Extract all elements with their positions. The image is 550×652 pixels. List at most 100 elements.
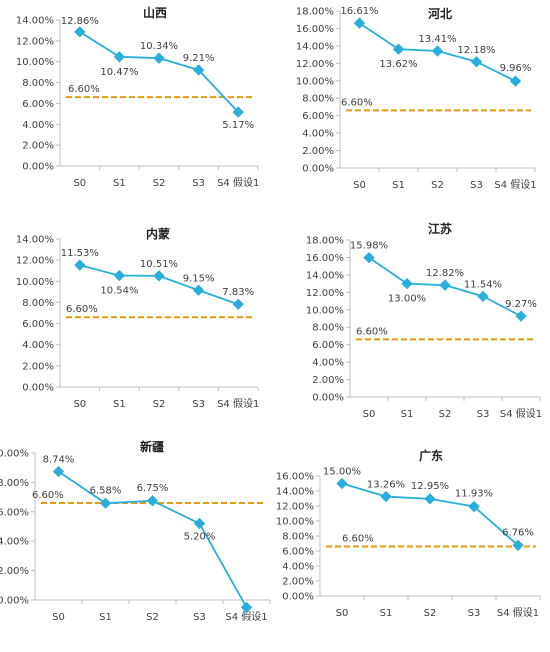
x-tick-label: S0 (363, 409, 376, 420)
data-label: 7.83% (222, 287, 254, 298)
y-tick-label: 8.00% (22, 298, 54, 309)
y-tick-label: 2.00% (0, 566, 29, 577)
chart-panel: 0.00% 2.00% 4.00% 6.00% 8.00% 10.00% 12.00% 14.… (16, 5, 259, 189)
data-label: 8.74% (43, 455, 75, 466)
y-tick-label: 8.00% (22, 78, 54, 89)
y-tick-label: 4.00% (22, 340, 54, 351)
chart-title: 新疆 (140, 439, 164, 454)
x-tick-label: S4 假设1 (494, 178, 536, 191)
x-tick-label: S3 (470, 180, 483, 191)
x-tick-label: S4 假设1 (217, 176, 259, 189)
x-tick-label: S1 (113, 399, 126, 410)
data-label: 5.17% (222, 120, 254, 131)
y-tick-label: 4.00% (312, 358, 344, 369)
y-tick-label: 14.00% (16, 235, 54, 246)
chart-title: 广东 (419, 448, 443, 463)
x-tick-label: S1 (113, 178, 126, 189)
data-point (392, 43, 405, 55)
data-point (439, 279, 451, 291)
x-tick-label: S2 (424, 608, 437, 619)
y-tick-label: 0.00% (22, 162, 54, 173)
chart-title: 山西 (143, 5, 167, 20)
chart-panel: 0.00% 2.00% 4.00% 6.00% 8.00% 10.00% 12.00% 14.… (276, 448, 541, 619)
data-point (113, 269, 126, 282)
y-tick-label: 16.00% (276, 472, 314, 483)
data-point (509, 75, 522, 87)
data-point (363, 251, 375, 264)
data-point (380, 490, 392, 503)
x-tick-label: S1 (380, 608, 393, 619)
y-tick-label: 8.00% (312, 323, 344, 334)
y-tick-label: 4.00% (282, 562, 314, 573)
y-tick-label: 6.00% (312, 340, 344, 351)
y-tick-label: 2.00% (22, 141, 54, 152)
y-tick-label: 6.00% (22, 319, 54, 330)
y-tick-label: 16.00% (296, 24, 334, 35)
reference-line-label: 6.60% (341, 97, 373, 108)
x-tick-label: S3 (468, 608, 481, 619)
reference-line-label: 6.60% (356, 326, 388, 337)
y-tick-label: 6.00% (282, 547, 314, 558)
chart-panel: 0.00% 2.00% 4.00% 6.00% 8.00% 10.00% 12.00% 14.… (296, 6, 537, 191)
y-tick-label: 10.00% (276, 517, 314, 528)
x-tick-label: S4 假设1 (225, 610, 267, 623)
x-tick-label: S2 (146, 612, 159, 623)
data-label: 11.53% (61, 248, 99, 259)
x-tick-label: S2 (153, 399, 166, 410)
data-point (401, 277, 413, 290)
data-point (477, 290, 489, 303)
data-label: 13.00% (388, 294, 426, 305)
reference-line-label: 6.60% (32, 490, 64, 501)
y-tick-label: 12.00% (16, 256, 54, 267)
y-tick-label: 12.00% (296, 59, 334, 70)
data-label: 9.15% (183, 273, 215, 284)
data-point (99, 497, 112, 509)
reference-line-label: 6.60% (342, 534, 374, 545)
data-point (468, 500, 480, 513)
y-tick-label: 2.00% (312, 375, 344, 386)
x-tick-label: S3 (192, 399, 205, 410)
data-label: 13.62% (379, 59, 417, 70)
y-tick-label: 6.00% (302, 111, 334, 122)
data-point (232, 298, 244, 310)
y-tick-label: 4.00% (0, 537, 29, 548)
reference-line-label: 6.60% (66, 304, 98, 315)
data-point (512, 539, 524, 551)
chart-title: 内蒙 (146, 226, 170, 241)
y-tick-label: 2.00% (282, 577, 314, 588)
x-tick-label: S4 假设1 (497, 606, 539, 619)
data-label: 12.95% (411, 481, 449, 492)
y-tick-label: 14.00% (296, 41, 334, 52)
y-tick-label: 0.00% (312, 393, 344, 404)
data-label: 10.47% (100, 67, 138, 78)
chart-panel: 0.00% 2.00% 4.00% 6.00% 8.00% 10.00% 12.00% 14.… (16, 226, 259, 410)
y-tick-label: 2.00% (22, 361, 54, 372)
data-label: 6.75% (137, 483, 169, 494)
x-tick-label: S0 (73, 178, 86, 189)
x-tick-label: S2 (153, 178, 166, 189)
chart-title: 江苏 (428, 221, 452, 236)
y-tick-label: 16.00% (306, 253, 344, 264)
x-tick-label: S0 (73, 399, 86, 410)
y-tick-label: 12.00% (276, 502, 314, 513)
data-point (192, 284, 205, 296)
y-tick-label: 10.00% (0, 449, 29, 460)
x-tick-label: S1 (392, 180, 405, 191)
y-tick-label: 8.00% (0, 478, 29, 489)
data-label: 9.96% (500, 63, 532, 74)
data-label: 16.61% (340, 6, 378, 17)
data-label: 15.00% (323, 467, 361, 478)
data-label: 13.26% (367, 480, 405, 491)
y-tick-label: 8.00% (302, 94, 334, 105)
data-point (74, 259, 86, 271)
data-point (515, 310, 527, 322)
y-tick-label: 6.00% (22, 99, 54, 110)
data-label: 12.86% (61, 16, 99, 27)
data-label: 13.41% (418, 34, 456, 45)
data-point (153, 52, 165, 64)
y-tick-label: 18.00% (306, 236, 344, 247)
y-tick-label: 18.00% (296, 7, 334, 18)
data-point (193, 517, 206, 530)
x-tick-label: S2 (439, 409, 452, 420)
